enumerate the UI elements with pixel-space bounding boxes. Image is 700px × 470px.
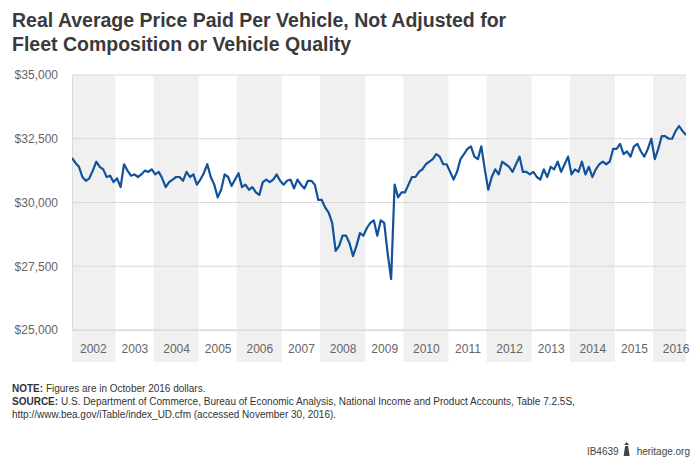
y-tick: $32,500 <box>15 132 72 146</box>
x-tick-label: 2008 <box>330 342 357 356</box>
note-text: U.S. Department of Commerce, Bureau of E… <box>61 396 575 407</box>
x-tick: 2016 <box>663 330 690 356</box>
y-tick-label: $32,500 <box>15 132 59 146</box>
note-line: http://www.bea.gov/iTable/index_UD.cfm (… <box>12 409 336 420</box>
y-tick: $30,000 <box>15 196 72 210</box>
note-label: NOTE: <box>12 383 43 394</box>
footer-id: IB4639 <box>587 446 619 457</box>
grid <box>72 75 686 330</box>
x-tick-label: 2014 <box>579 342 606 356</box>
title: Fleet Composition or Vehicle Quality <box>12 33 351 55</box>
year-stripe <box>570 75 615 362</box>
y-axis: $25,000 $27,500 $30,000 $32,500 $35,000 <box>15 68 73 337</box>
year-stripe <box>403 75 448 362</box>
x-tick: 2004 <box>163 330 190 356</box>
x-tick-label: 2012 <box>496 342 523 356</box>
x-tick-label: 2011 <box>455 342 481 356</box>
x-tick: 2013 <box>538 330 565 356</box>
note-text: http://www.bea.gov/iTable/index_UD.cfm (… <box>12 409 336 420</box>
x-tick: 2010 <box>413 330 440 356</box>
x-tick-label: 2007 <box>288 342 315 356</box>
x-tick-label: 2009 <box>371 342 398 356</box>
grid-line <box>72 202 686 203</box>
x-tick-label: 2005 <box>205 342 232 356</box>
note-line: NOTE: Figures are in October 2016 dollar… <box>12 383 205 394</box>
x-tick: 2015 <box>621 330 648 356</box>
x-tick: 2008 <box>330 330 357 356</box>
y-tick-label: $25,000 <box>15 323 59 337</box>
x-tick: 2005 <box>205 330 232 356</box>
x-tick: 2007 <box>288 330 315 356</box>
y-tick-label: $30,000 <box>15 196 59 210</box>
x-tick: 2011 <box>455 330 481 356</box>
x-tick-label: 2004 <box>163 342 190 356</box>
year-stripe <box>320 75 365 362</box>
grid-line <box>72 75 686 76</box>
note-line: SOURCE: U.S. Department of Commerce, Bur… <box>12 396 575 407</box>
notes: NOTE: Figures are in October 2016 dollar… <box>12 383 575 420</box>
x-tick-label: 2010 <box>413 342 440 356</box>
x-tick: 2012 <box>496 330 523 356</box>
x-tick: 2009 <box>371 330 398 356</box>
title-group: Real Average Price Paid Per Vehicle, Not… <box>12 9 507 55</box>
x-tick-label: 2002 <box>80 342 107 356</box>
x-tick-label: 2016 <box>663 342 690 356</box>
x-tick: 2006 <box>246 330 273 356</box>
x-tick-label: 2003 <box>122 342 149 356</box>
x-axis: 2002 2003 2004 2005 2006 2007 2008 2009 2010 2011… <box>73 330 690 356</box>
marks <box>72 126 686 279</box>
chart: Real Average Price Paid Per Vehicle, Not… <box>0 0 700 470</box>
year-stripe <box>154 75 199 362</box>
y-tick: $27,500 <box>15 260 72 274</box>
x-tick-label: 2006 <box>246 342 273 356</box>
year-stripe <box>487 75 532 362</box>
year-stripe <box>72 75 115 362</box>
footer: heritage.org IB4639 <box>587 442 690 457</box>
y-tick-label: $27,500 <box>15 260 59 274</box>
year-stripe <box>237 75 282 362</box>
y-tick: $25,000 <box>15 323 72 337</box>
year-stripe <box>653 75 686 362</box>
grid-line <box>72 138 686 139</box>
footer-logo <box>624 442 630 456</box>
x-tick-label: 2015 <box>621 342 648 356</box>
x-tick: 2003 <box>122 330 149 356</box>
price-line <box>72 126 686 279</box>
note-label: SOURCE: <box>12 396 58 407</box>
grid-line <box>72 330 686 331</box>
note-text: Figures are in October 2016 dollars. <box>46 383 206 394</box>
stripes <box>72 75 686 362</box>
footer-site: heritage.org <box>637 446 690 457</box>
y-tick-label: $35,000 <box>15 68 59 82</box>
x-tick: 2014 <box>579 330 606 356</box>
y-tick: $35,000 <box>15 68 72 82</box>
y-axis-line <box>72 76 73 331</box>
title: Real Average Price Paid Per Vehicle, Not… <box>12 9 507 31</box>
x-axis-line <box>73 330 687 331</box>
x-tick: 2002 <box>80 330 107 356</box>
grid-line <box>72 266 686 267</box>
x-tick-label: 2013 <box>538 342 565 356</box>
